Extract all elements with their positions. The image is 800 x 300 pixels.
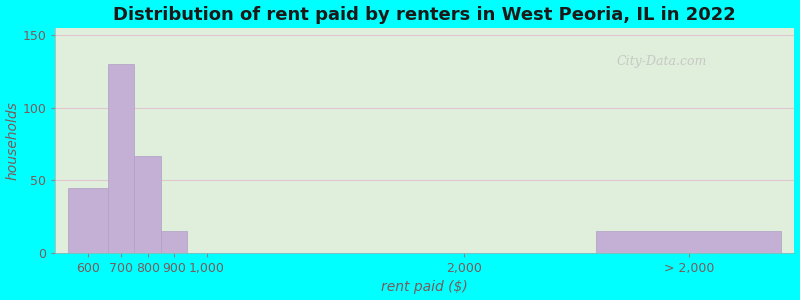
Text: City-Data.com: City-Data.com	[616, 55, 706, 68]
Bar	[597, 231, 782, 253]
Bar	[108, 64, 134, 253]
Bar	[134, 156, 161, 253]
Bar	[69, 188, 108, 253]
Title: Distribution of rent paid by renters in West Peoria, IL in 2022: Distribution of rent paid by renters in …	[114, 6, 736, 24]
Y-axis label: households: households	[6, 101, 19, 180]
X-axis label: rent paid ($): rent paid ($)	[382, 280, 468, 294]
Bar	[161, 231, 187, 253]
